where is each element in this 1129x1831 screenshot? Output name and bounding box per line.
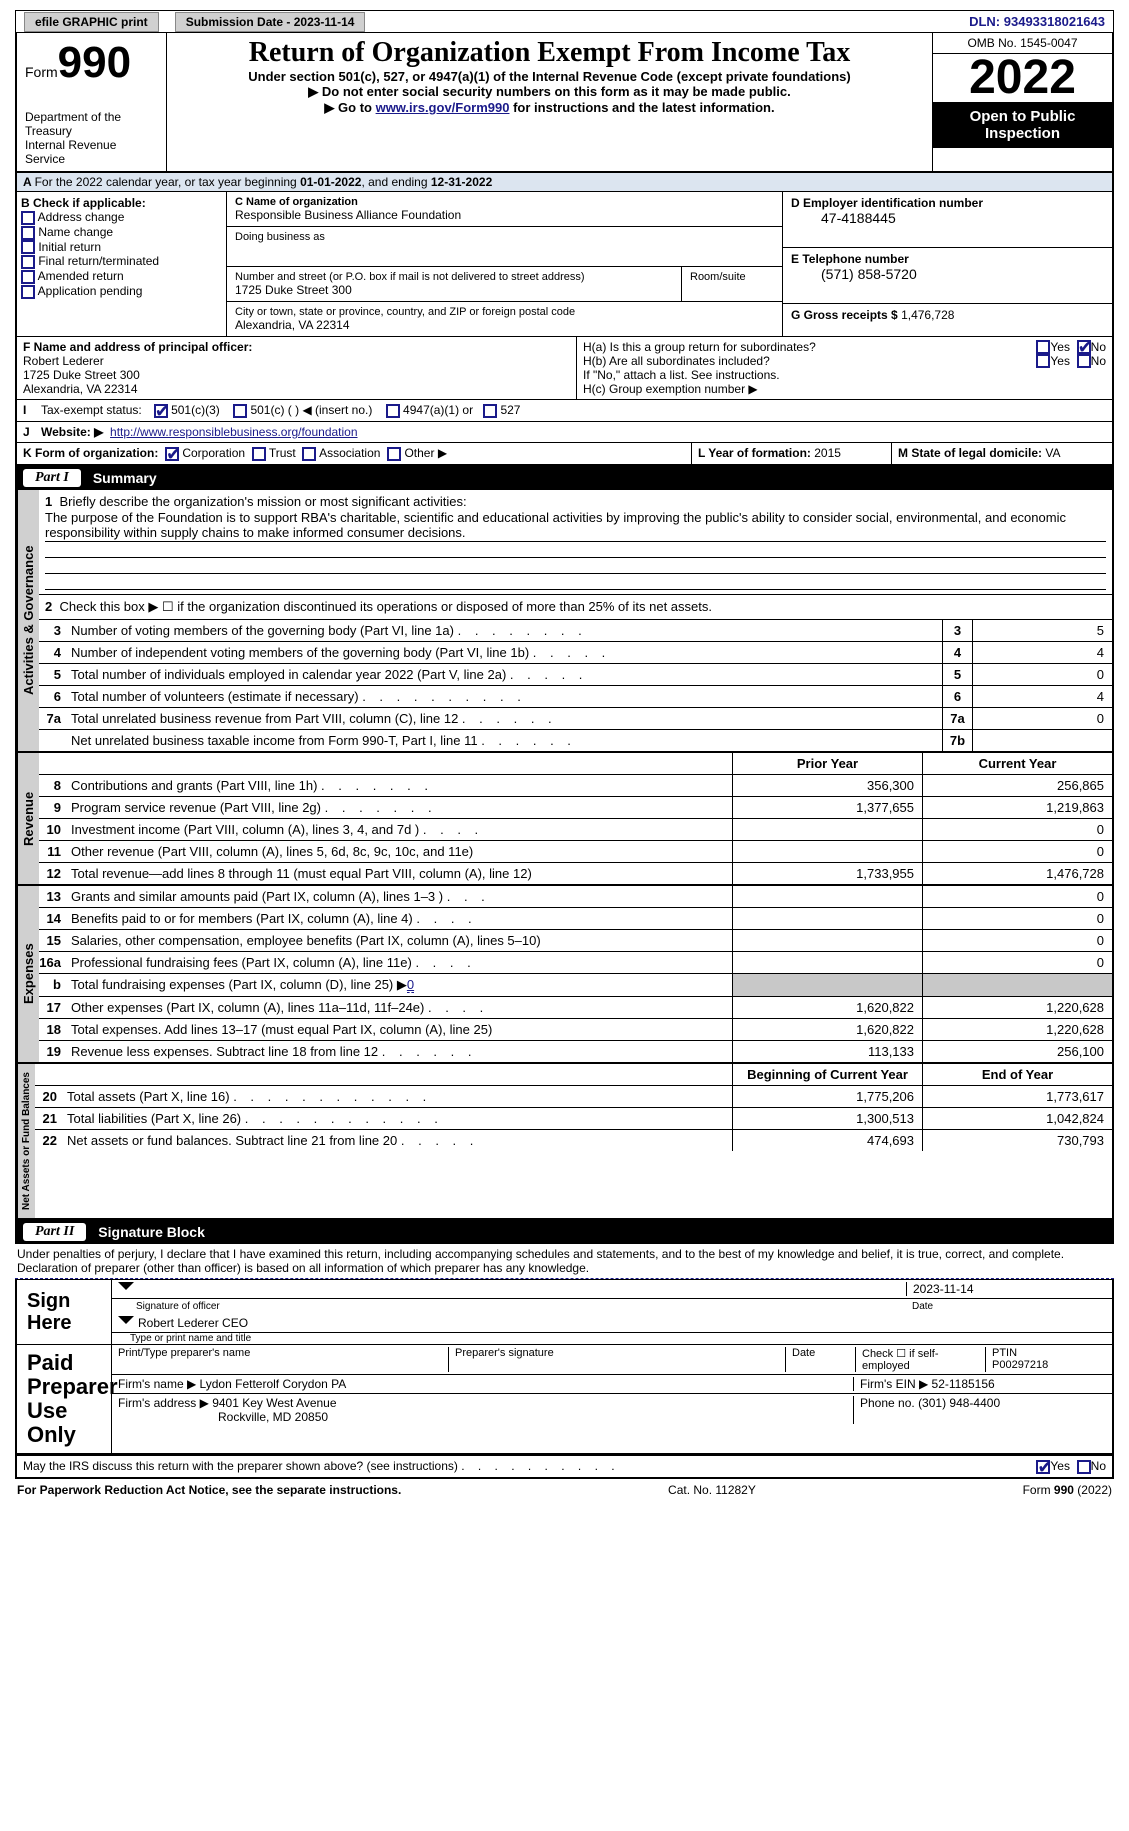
cb-501c[interactable]: [233, 404, 247, 418]
row-I: I Tax-exempt status: 501(c)(3) 501(c) ( …: [15, 400, 1114, 422]
discuss-row: May the IRS discuss this return with the…: [15, 1456, 1114, 1479]
cb-trust[interactable]: [252, 447, 266, 461]
cb-hb-no[interactable]: [1077, 354, 1091, 368]
row-A: A For the 2022 calendar year, or tax yea…: [15, 173, 1114, 192]
vert-netassets: Net Assets or Fund Balances: [17, 1064, 35, 1218]
page-title: Return of Organization Exempt From Incom…: [171, 37, 928, 69]
summary-activities: Activities & Governance 1 Briefly descri…: [15, 490, 1114, 753]
cb-other[interactable]: [387, 447, 401, 461]
cb-hb-yes[interactable]: [1036, 354, 1050, 368]
cb-501c3[interactable]: [154, 404, 168, 418]
box-B: B Check if applicable: Address change Na…: [17, 192, 227, 336]
form-header: Form990 Department of the Treasury Inter…: [15, 33, 1114, 173]
sign-here-label: Sign Here: [17, 1280, 112, 1344]
vert-expenses: Expenses: [17, 886, 39, 1062]
part1-bar: Part ISummary: [15, 466, 1114, 490]
cb-final[interactable]: [21, 255, 35, 269]
sign-here-block: Sign Here 2023-11-14 Signature of office…: [15, 1279, 1114, 1457]
box-C: C Name of organization Responsible Busin…: [227, 192, 782, 336]
subtitle-3: ▶ Go to www.irs.gov/Form990 for instruct…: [171, 100, 928, 116]
cb-4947[interactable]: [386, 404, 400, 418]
summary-expenses: Expenses 13Grants and similar amounts pa…: [15, 886, 1114, 1064]
row-FH: F Name and address of principal officer:…: [15, 337, 1114, 400]
row-J: J Website: ▶ http://www.responsiblebusin…: [15, 422, 1114, 443]
fundraising-val[interactable]: 0: [407, 977, 414, 993]
vert-activities: Activities & Governance: [17, 490, 39, 751]
open-inspection: Open to Public Inspection: [933, 102, 1112, 148]
irs: Internal Revenue Service: [25, 138, 158, 166]
subdate-btn[interactable]: Submission Date - 2023-11-14: [175, 12, 366, 32]
summary-netassets: Net Assets or Fund Balances xBeginning o…: [15, 1064, 1114, 1220]
vert-revenue: Revenue: [17, 753, 39, 884]
cb-discuss-yes[interactable]: [1036, 1460, 1050, 1474]
summary-revenue: Revenue bPrior YearCurrent Year 8Contrib…: [15, 753, 1114, 886]
cb-amended[interactable]: [21, 270, 35, 284]
dept: Department of the Treasury: [25, 110, 158, 138]
website-link[interactable]: http://www.responsiblebusiness.org/found…: [110, 425, 357, 439]
cb-corp[interactable]: [165, 447, 179, 461]
paid-preparer-label: Paid Preparer Use Only: [17, 1345, 112, 1454]
topbar: efile GRAPHIC print Submission Date - 20…: [15, 10, 1114, 33]
box-DEG: D Employer identification number 47-4188…: [782, 192, 1112, 336]
cb-initial[interactable]: [21, 240, 35, 254]
cb-ha-yes[interactable]: [1036, 340, 1050, 354]
row-KLM: K Form of organization: Corporation Trus…: [15, 443, 1114, 466]
cb-527[interactable]: [483, 404, 497, 418]
cb-ha-no[interactable]: [1077, 340, 1091, 354]
subtitle-2: ▶ Do not enter social security numbers o…: [171, 84, 928, 100]
efile-btn[interactable]: efile GRAPHIC print: [24, 12, 159, 32]
cb-discuss-no[interactable]: [1077, 1460, 1091, 1474]
tax-year: 2022: [933, 54, 1112, 102]
part2-bar: Part IISignature Block: [15, 1220, 1114, 1244]
irs-link[interactable]: www.irs.gov/Form990: [376, 100, 510, 115]
form-number: Form990: [25, 38, 158, 88]
subtitle-1: Under section 501(c), 527, or 4947(a)(1)…: [171, 69, 928, 84]
cb-address[interactable]: [21, 211, 35, 225]
header-block: B Check if applicable: Address change Na…: [15, 192, 1114, 337]
dln: DLN: 93493318021643: [961, 11, 1113, 32]
sig-declaration: Under penalties of perjury, I declare th…: [15, 1244, 1114, 1279]
footer: For Paperwork Reduction Act Notice, see …: [15, 1479, 1114, 1501]
cb-assoc[interactable]: [302, 447, 316, 461]
cb-pending[interactable]: [21, 285, 35, 299]
cb-name[interactable]: [21, 226, 35, 240]
